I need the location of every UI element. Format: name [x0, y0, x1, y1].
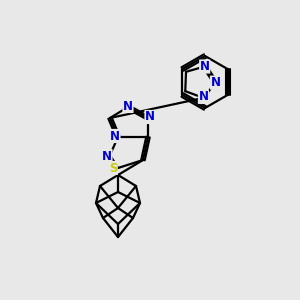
Text: N: N — [110, 130, 120, 142]
Text: N: N — [145, 110, 155, 124]
Text: N: N — [123, 100, 133, 112]
Text: S: S — [109, 161, 117, 175]
Text: N: N — [199, 90, 208, 104]
Text: N: N — [211, 76, 220, 89]
Text: N: N — [102, 149, 112, 163]
Text: N: N — [200, 60, 210, 73]
